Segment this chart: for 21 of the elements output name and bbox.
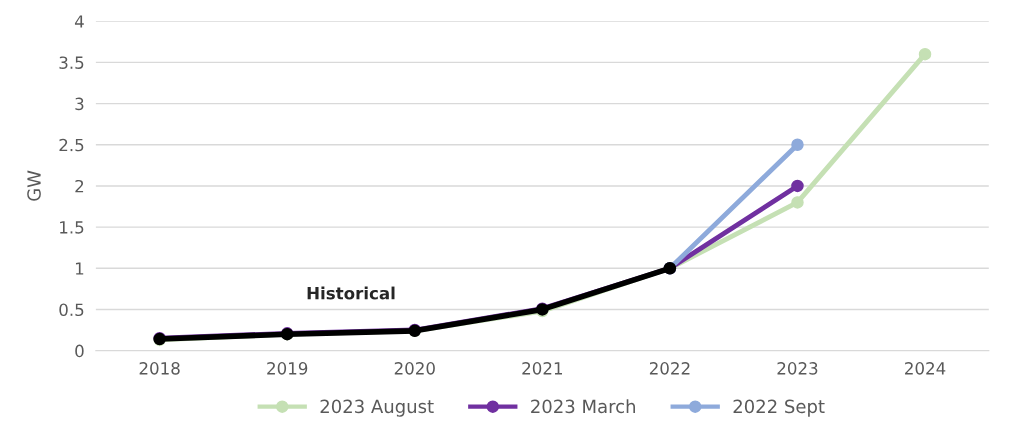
x-tick-label: 2021 <box>522 362 563 375</box>
legend-label: 2023 March <box>531 399 635 414</box>
x-tick-label: 2022 <box>649 362 690 375</box>
x-tick-label: 2019 <box>267 362 308 375</box>
y-tick-label: 0 <box>75 344 84 358</box>
y-axis-title: GW <box>27 170 41 201</box>
y-tick-label: 1 <box>75 262 84 275</box>
legend-label: 2023 August <box>320 399 434 417</box>
x-tick-label: 2024 <box>905 362 946 375</box>
y-tick-label: 3.5 <box>59 56 84 69</box>
x-tick-label: 2020 <box>394 362 435 375</box>
y-tick-label: 4 <box>74 15 84 28</box>
x-tick-label: 2018 <box>139 362 180 375</box>
y-tick-label: 0.5 <box>59 303 84 317</box>
y-tick-label: 2.5 <box>59 138 84 152</box>
y-tick-label: 2 <box>75 179 84 193</box>
x-tick-label: 2023 <box>777 362 818 375</box>
legend-label: 2022 Sept <box>733 399 825 417</box>
y-tick-label: 3 <box>75 97 84 111</box>
y-tick-label: 1.5 <box>60 221 84 234</box>
series-label: Historical <box>307 286 395 300</box>
